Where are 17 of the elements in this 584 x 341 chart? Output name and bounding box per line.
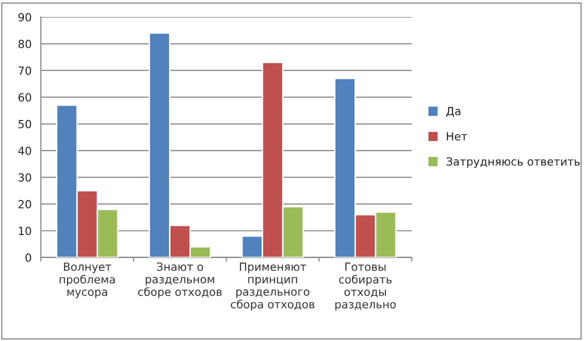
y-tick-label: 70 — [18, 66, 32, 75]
y-tick-label: 90 — [18, 13, 32, 22]
x-tick-label: Применяют принцип раздельного сбора отходов — [230, 262, 314, 311]
x-tick-label: Знают о раздельном сборе отходов — [138, 262, 222, 298]
y-tick-label: 80 — [18, 40, 32, 48]
legend-label: Затрудняюсь ответить — [446, 157, 580, 168]
y-tick-label: 0 — [26, 253, 32, 262]
y-tick-label: 30 — [18, 173, 32, 182]
x-tick-label: Готовы собирать отходы раздельно — [335, 262, 396, 311]
y-tick-label: 60 — [18, 93, 32, 102]
y-tick-label: 20 — [18, 200, 32, 208]
y-tick-label: 10 — [18, 226, 32, 236]
y-tick-label: 50 — [18, 120, 32, 128]
legend-label: Да — [446, 107, 460, 117]
x-tick-label: Волнует проблема мусора — [60, 262, 115, 298]
legend-label: Нет — [446, 132, 468, 140]
y-tick-label: 40 — [18, 146, 32, 155]
